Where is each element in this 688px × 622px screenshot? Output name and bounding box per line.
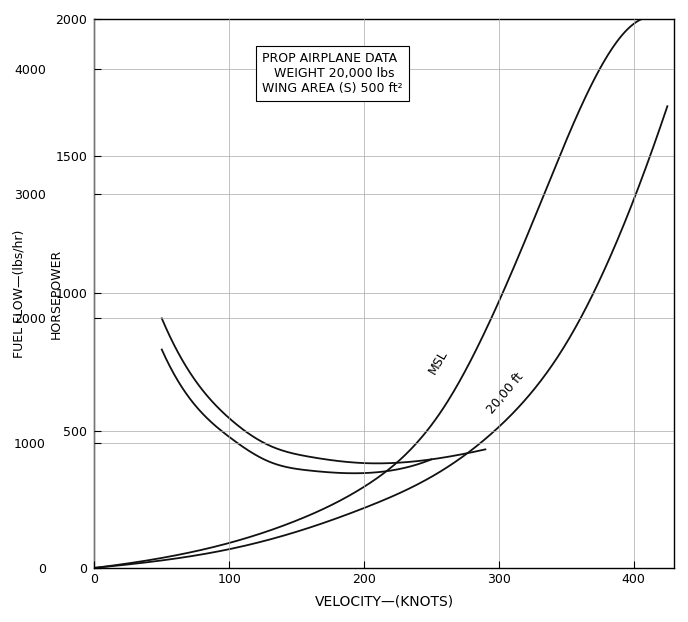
X-axis label: VELOCITY—(KNOTS): VELOCITY—(KNOTS) xyxy=(314,594,454,608)
Text: MSL: MSL xyxy=(426,348,450,376)
Text: 20,00 ft: 20,00 ft xyxy=(485,370,526,416)
Text: FUEL FLOW—(lbs/hr): FUEL FLOW—(lbs/hr) xyxy=(12,230,25,358)
Text: HORSEPOWER: HORSEPOWER xyxy=(50,248,63,338)
Text: PROP AIRPLANE DATA
   WEIGHT 20,000 lbs
WING AREA (S) 500 ft²: PROP AIRPLANE DATA WEIGHT 20,000 lbs WIN… xyxy=(263,52,403,95)
